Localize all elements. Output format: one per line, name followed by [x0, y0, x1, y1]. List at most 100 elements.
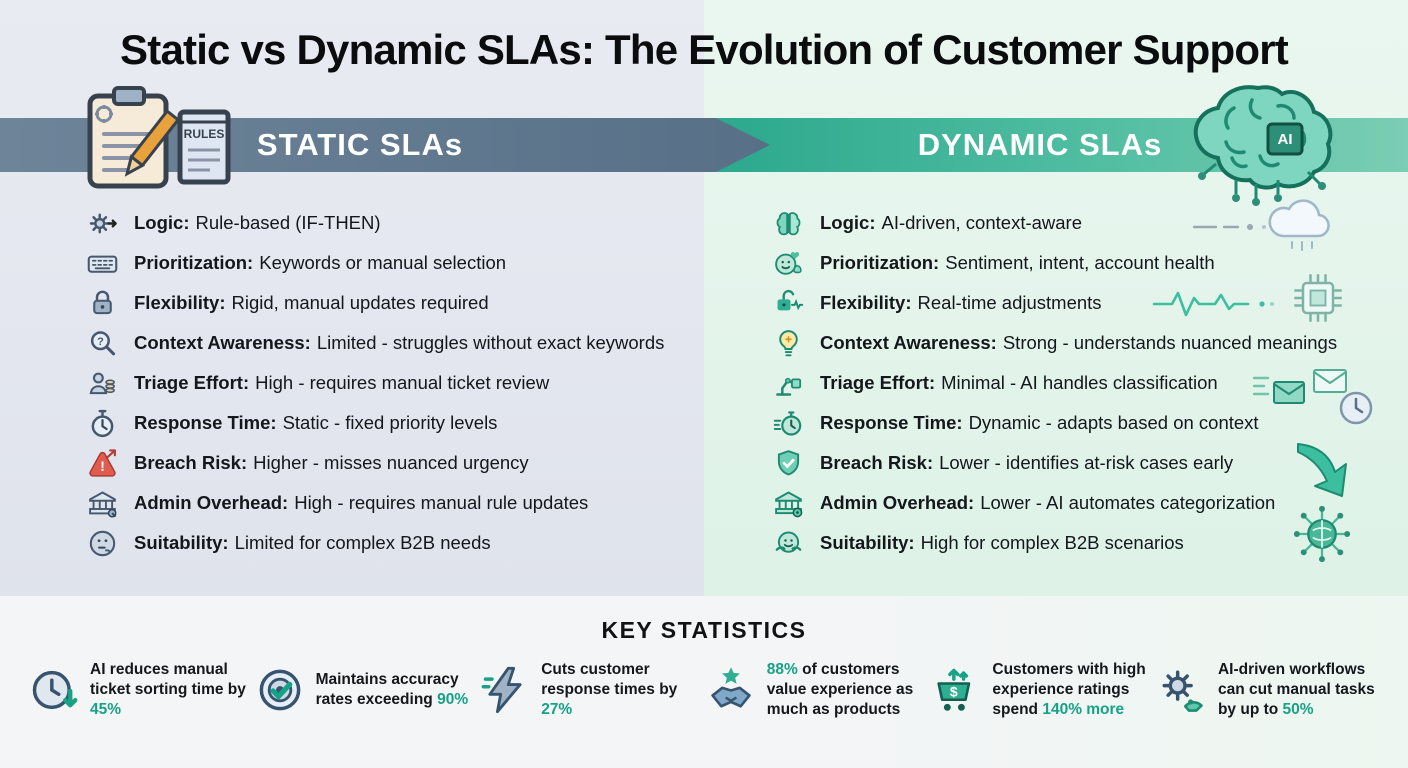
magnifier-question-icon: ? — [86, 327, 119, 360]
stopwatch-icon — [86, 407, 119, 440]
stat-item: AI reduces manual ticket sorting time by… — [28, 660, 252, 719]
stat-highlight: 50% — [1282, 700, 1314, 718]
comparison-row: Logic: Rule-based (IF-THEN) — [86, 206, 706, 240]
shield-check-icon — [772, 447, 805, 480]
comparison-text: Flexibility: Rigid, manual updates requir… — [134, 292, 489, 313]
clipboard-rules-icon: RULES — [80, 86, 236, 190]
comparison-row: Triage Effort: High - requires manual tic… — [86, 366, 706, 400]
stat-text: 88% of customers value experience as muc… — [766, 661, 914, 718]
comparison-row: Admin Overhead: High - requires manual ru… — [86, 486, 706, 520]
lock-icon — [86, 287, 119, 320]
handshake-star-icon — [705, 664, 757, 716]
hug-face-icon — [772, 527, 805, 560]
comparison-row: Admin Overhead: Lower - AI automates cate… — [772, 486, 1378, 520]
clock-icon — [1336, 388, 1376, 428]
stat-highlight: 90% — [437, 690, 469, 708]
svg-text:?: ? — [97, 335, 104, 347]
comparison-text: Prioritization: Keywords or manual select… — [134, 252, 507, 273]
comparison-row: Breach Risk: Lower - identifies at-risk c… — [772, 446, 1378, 480]
waveform-icon — [1152, 288, 1276, 320]
cloud-icon — [1258, 192, 1346, 252]
down-arrow-icon — [1294, 438, 1362, 500]
ai-chip-label: AI — [1278, 131, 1293, 148]
static-column: Logic: Rule-based (IF-THEN) Prioritizatio… — [86, 206, 706, 560]
brain-icon — [772, 207, 805, 240]
lightning-icon — [479, 664, 531, 716]
cart-up-icon: $ — [930, 664, 982, 716]
comparison-row: Suitability: High for complex B2B scenari… — [772, 526, 1378, 560]
stat-item: Maintains accuracy rates exceeding 90% — [254, 660, 478, 719]
robot-arm-icon — [772, 367, 805, 400]
thinking-face-icon — [86, 527, 119, 560]
stat-item: $ Customers with high experience ratings… — [930, 660, 1154, 719]
comparison-row: Response Time: Static - fixed priority le… — [86, 406, 706, 440]
comparison-text: Breach Risk: Higher - misses nuanced urge… — [134, 452, 529, 473]
comparison-row: Prioritization: Sentiment, intent, accoun… — [772, 246, 1378, 280]
dynamic-column: Logic: AI-driven, context-aware Prioritiz… — [772, 206, 1378, 560]
svg-text:!: ! — [100, 459, 105, 474]
bank-gear-icon — [772, 487, 805, 520]
stat-text: AI reduces manual ticket sorting time by… — [90, 661, 246, 718]
stat-item: AI-driven workflows can cut manual tasks… — [1156, 660, 1380, 719]
comparison-text: Response Time: Static - fixed priority le… — [134, 412, 498, 433]
comparison-row: ? Context Awareness: Limited - struggles … — [86, 326, 706, 360]
comparison-text: Suitability: Limited for complex B2B need… — [134, 532, 491, 553]
chip-icon — [1288, 268, 1348, 328]
stat-text: Customers with high experience ratings s… — [992, 661, 1146, 718]
person-coins-icon — [86, 367, 119, 400]
robot-gear-icon — [1156, 664, 1208, 716]
keyboard-icon — [86, 247, 119, 280]
comparison-text: Admin Overhead: Lower - AI automates cate… — [820, 492, 1276, 513]
comparison-text: Triage Effort: High - requires manual tic… — [134, 372, 550, 393]
stat-highlight: 88% — [766, 661, 798, 678]
comparison-text: Breach Risk: Lower - identifies at-risk c… — [820, 452, 1234, 473]
envelopes-icon — [1252, 366, 1352, 414]
ai-brain-icon: AI — [1182, 80, 1342, 206]
dotted-line-icon — [1192, 220, 1270, 234]
comparison-text: Context Awareness: Strong - understands n… — [820, 332, 1338, 353]
comparison-row: Response Time: Dynamic - adapts based on … — [772, 406, 1378, 440]
gear-arrow-icon — [86, 207, 119, 240]
svg-text:$: $ — [950, 683, 958, 699]
lightbulb-icon — [772, 327, 805, 360]
stat-text: AI-driven workflows can cut manual tasks… — [1217, 661, 1375, 718]
stat-item: Cuts customer response times by 27% — [479, 660, 703, 719]
comparison-row: Suitability: Limited for complex B2B need… — [86, 526, 706, 560]
stat-highlight: 27% — [541, 700, 573, 718]
dynamic-banner-label: DYNAMIC SLAs — [917, 127, 1163, 162]
comparison-row: Prioritization: Keywords or manual select… — [86, 246, 706, 280]
comparison-text: Admin Overhead: High - requires manual ru… — [134, 492, 589, 513]
stat-text: Maintains accuracy rates exceeding 90% — [315, 670, 469, 708]
comparison-row: ! Breach Risk: Higher - misses nuanced ur… — [86, 446, 706, 480]
target-check-icon — [254, 664, 306, 716]
fast-stopwatch-icon — [772, 407, 805, 440]
comparison-text: Response Time: Dynamic - adapts based on … — [820, 412, 1259, 433]
comparison-text: Logic: Rule-based (IF-THEN) — [134, 212, 381, 233]
stat-highlight: 45% — [90, 700, 122, 718]
comparison-text: Context Awareness: Limited - struggles wi… — [134, 332, 665, 353]
stats-heading: KEY STATISTICS — [601, 617, 807, 643]
comparison-row: Flexibility: Real-time adjustments — [772, 286, 1378, 320]
unlock-wave-icon — [772, 287, 805, 320]
clock-down-icon — [28, 664, 80, 716]
stat-item: 88% of customers value experience as muc… — [705, 660, 929, 719]
comparison-text: Prioritization: Sentiment, intent, accoun… — [820, 252, 1215, 273]
stat-text: Cuts customer response times by 27% — [541, 661, 678, 718]
static-banner-label: STATIC SLAs — [256, 127, 464, 162]
comparison-row: Triage Effort: Minimal - AI handles class… — [772, 366, 1378, 400]
rules-book-label: RULES — [184, 127, 225, 141]
stat-highlight: 140% more — [1042, 700, 1125, 718]
bank-wrench-icon — [86, 487, 119, 520]
sentiment-icon — [772, 247, 805, 280]
comparison-row: Logic: AI-driven, context-aware — [772, 206, 1378, 240]
page-title: Static vs Dynamic SLAs: The Evolution of… — [120, 26, 1289, 73]
comparison-text: Logic: AI-driven, context-aware — [820, 212, 1083, 233]
comparison-text: Flexibility: Real-time adjustments — [820, 292, 1102, 313]
stats-row: AI reduces manual ticket sorting time by… — [28, 660, 1380, 719]
comparison-text: Suitability: High for complex B2B scenari… — [820, 532, 1184, 553]
network-icon — [1290, 502, 1354, 566]
warning-chart-icon: ! — [86, 447, 119, 480]
comparison-row: Flexibility: Rigid, manual updates requir… — [86, 286, 706, 320]
comparison-row: Context Awareness: Strong - understands n… — [772, 326, 1378, 360]
